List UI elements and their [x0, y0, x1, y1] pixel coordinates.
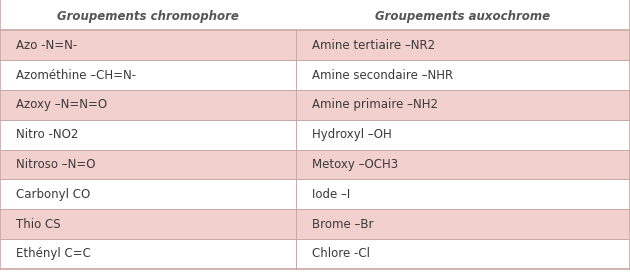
Bar — [0, 0, 630, 30]
Text: Amine secondaire –NHR: Amine secondaire –NHR — [312, 68, 453, 82]
Text: Hydroxyl –OH: Hydroxyl –OH — [312, 128, 392, 141]
Text: Azoxy –N=N=O: Azoxy –N=N=O — [16, 98, 107, 112]
Text: Azo -N=N-: Azo -N=N- — [16, 39, 77, 52]
Text: Chlore -Cl: Chlore -Cl — [312, 247, 370, 261]
Text: Nitro -NO2: Nitro -NO2 — [16, 128, 78, 141]
Text: Carbonyl CO: Carbonyl CO — [16, 188, 90, 201]
Bar — [0, 30, 630, 60]
Text: Amine primaire –NH2: Amine primaire –NH2 — [312, 98, 438, 112]
Text: Thio CS: Thio CS — [16, 217, 60, 231]
Bar — [0, 120, 630, 150]
Bar — [0, 239, 630, 269]
Text: Groupements chromophore: Groupements chromophore — [57, 10, 239, 23]
Text: Amine tertiaire –NR2: Amine tertiaire –NR2 — [312, 39, 435, 52]
Text: Nitroso –N=O: Nitroso –N=O — [16, 158, 95, 171]
Bar — [0, 90, 630, 120]
Bar — [0, 209, 630, 239]
Text: Azométhine –CH=N-: Azométhine –CH=N- — [16, 68, 136, 82]
Bar — [0, 179, 630, 209]
Bar — [0, 150, 630, 179]
Text: Ethényl C=C: Ethényl C=C — [16, 247, 91, 261]
Bar — [0, 60, 630, 90]
Text: Brome –Br: Brome –Br — [312, 217, 374, 231]
Text: Metoxy –OCH3: Metoxy –OCH3 — [312, 158, 398, 171]
Text: Iode –I: Iode –I — [312, 188, 350, 201]
Text: Groupements auxochrome: Groupements auxochrome — [375, 10, 551, 23]
